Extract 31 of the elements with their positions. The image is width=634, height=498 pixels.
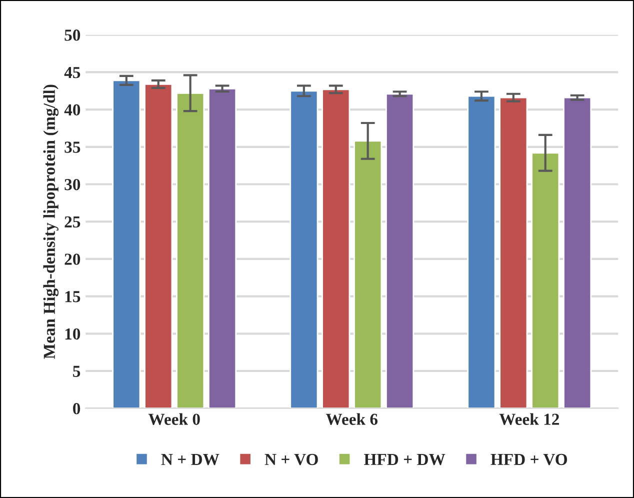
bar — [144, 83, 173, 408]
y-tick-label: 20 — [64, 254, 80, 265]
y-tick-label: 50 — [64, 30, 80, 41]
bar — [563, 96, 592, 408]
bar — [499, 96, 528, 408]
legend-label: HFD + DW — [364, 454, 446, 466]
legend-label: N + DW — [161, 454, 220, 466]
y-axis-title: Mean High-density lipoprotein (mg/dl) — [43, 84, 59, 359]
bar — [354, 140, 382, 408]
bar — [290, 90, 318, 408]
y-tick-label: 15 — [65, 291, 80, 302]
y-tick-label: 30 — [64, 178, 80, 190]
y-tick-label: 25 — [64, 216, 80, 228]
x-tick-label: Week 12 — [499, 413, 559, 426]
bar — [322, 88, 350, 408]
y-tick-label: 35 — [64, 142, 80, 153]
bar — [112, 80, 141, 408]
bar — [176, 92, 205, 408]
bar — [467, 95, 496, 408]
bar — [208, 88, 237, 408]
legend-label: HFD + VO — [490, 454, 568, 466]
y-tick-label: 40 — [64, 104, 80, 116]
x-tick-label: Week 6 — [326, 413, 378, 426]
y-tick-label: 45 — [64, 67, 80, 78]
y-tick-label: 5 — [73, 366, 80, 377]
bar — [386, 93, 414, 408]
y-tick-label: 0 — [73, 403, 80, 414]
bar — [531, 152, 560, 408]
legend-label: N + VO — [264, 454, 318, 466]
x-tick-label: Week 0 — [148, 413, 200, 426]
y-tick-label: 10 — [65, 328, 80, 340]
